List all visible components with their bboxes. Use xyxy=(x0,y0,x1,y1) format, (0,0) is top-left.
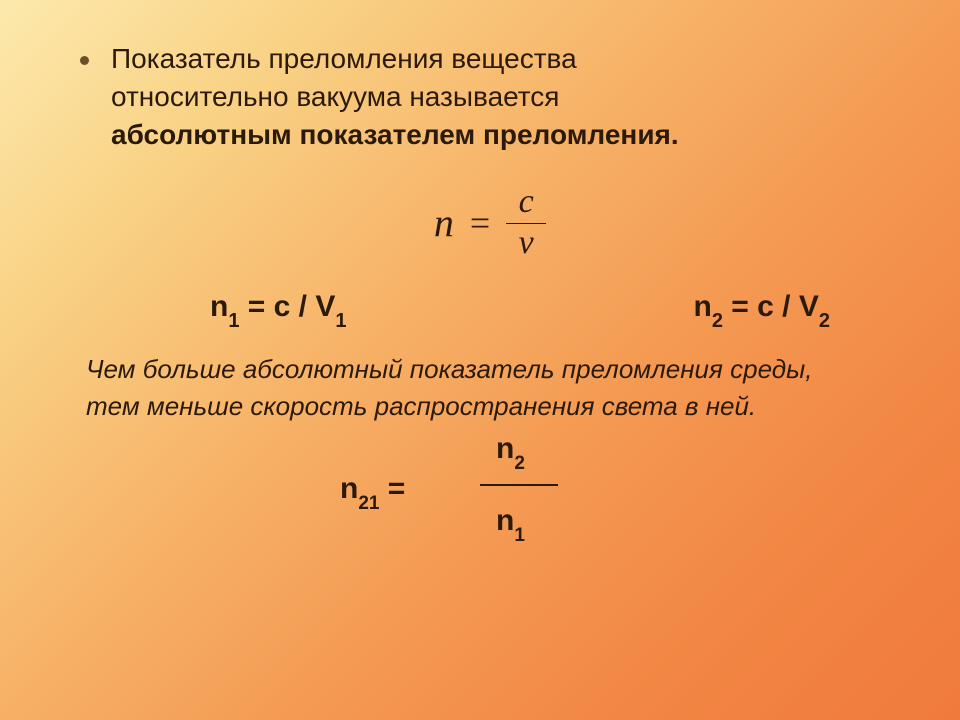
rel-lhs: n21 = xyxy=(340,472,405,511)
main-formula: n = c v xyxy=(80,185,900,260)
sf1-eq: = xyxy=(239,290,273,323)
relative-formula: n2 n21 = n1 xyxy=(80,426,900,556)
sf2-slash: / xyxy=(774,290,799,323)
def-line2: относительно вакуума называется xyxy=(111,81,559,112)
rel-denominator: n1 xyxy=(496,504,525,543)
rel-fraction-bar xyxy=(480,484,558,486)
note-line1: Чем больше абсолютный показатель преломл… xyxy=(86,354,812,384)
definition-block: Показатель преломления вещества относите… xyxy=(80,40,900,153)
fraction-numerator: c xyxy=(519,185,534,221)
sf1-sub1: 1 xyxy=(228,310,239,332)
sf1-c: c xyxy=(274,290,291,323)
def-line1: Показатель преломления вещества xyxy=(111,43,577,74)
bullet-icon xyxy=(80,56,89,65)
rel-numerator: n2 xyxy=(496,432,525,471)
rel-eq: = xyxy=(379,472,405,505)
sub-formula-right: n2 = c / V2 xyxy=(694,290,831,329)
rel-num-n: n xyxy=(496,432,514,465)
note-line2: тем меньше скорость распространения свет… xyxy=(86,391,756,421)
definition-text: Показатель преломления вещества относите… xyxy=(111,40,679,153)
fraction-denominator: v xyxy=(519,226,534,260)
sf2-sub2: 2 xyxy=(819,310,830,332)
rel-num-sub: 2 xyxy=(514,453,525,474)
rel-lhs-n: n xyxy=(340,472,358,505)
sf1-slash: / xyxy=(290,290,315,323)
sf2-v: V xyxy=(799,290,819,323)
fraction: c v xyxy=(506,185,546,260)
sf1-sub2: 1 xyxy=(335,310,346,332)
rel-den-sub: 1 xyxy=(514,525,525,546)
sf2-c: c xyxy=(757,290,774,323)
sub-formulas-row: n1 = c / V1 n2 = c / V2 xyxy=(80,290,900,329)
rel-den-n: n xyxy=(496,504,514,537)
formula-lhs: n xyxy=(434,199,454,246)
sub-formula-left: n1 = c / V1 xyxy=(210,290,347,329)
rel-lhs-sub: 21 xyxy=(358,493,379,514)
note-text: Чем больше абсолютный показатель преломл… xyxy=(80,351,900,424)
sf2-sub1: 2 xyxy=(712,310,723,332)
sf2-n: n xyxy=(694,290,712,323)
sf2-eq: = xyxy=(723,290,757,323)
sf1-n: n xyxy=(210,290,228,323)
equals-sign: = xyxy=(470,202,490,244)
sf1-v: V xyxy=(315,290,335,323)
def-line3: абсолютным показателем преломления. xyxy=(111,119,679,150)
slide-content: Показатель преломления вещества относите… xyxy=(0,0,960,720)
